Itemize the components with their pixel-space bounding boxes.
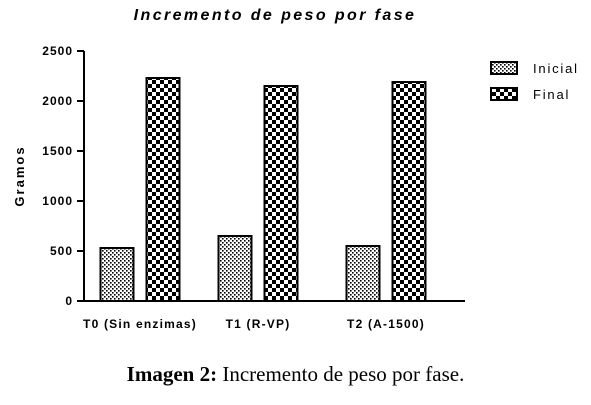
bar-final <box>391 81 427 302</box>
bar-final <box>145 77 181 302</box>
y-axis-label: Gramos <box>12 145 27 206</box>
bars <box>99 77 427 302</box>
x-category-label: T2 (A-1500) <box>347 317 425 331</box>
bar-inicial <box>99 247 135 302</box>
legend: Inicial Final <box>490 61 579 102</box>
bar-inicial <box>217 235 253 302</box>
bar-chart: Incremento de peso por fase Gramos 0 500 1… <box>12 7 579 331</box>
x-axis-categories: T0 (Sin enzimas) T1 (R-VP) T2 (A-1500) <box>83 317 425 331</box>
y-tick-label: 500 <box>50 244 73 258</box>
bar-final <box>263 85 299 302</box>
caption-label: Imagen 2: <box>126 362 218 386</box>
y-axis-ticks: 0 500 1000 1500 2000 2500 <box>42 44 84 308</box>
figure-caption: Imagen 2: Incremento de peso por fase. <box>0 362 591 387</box>
x-category-label: T1 (R-VP) <box>226 317 291 331</box>
x-category-label: T0 (Sin enzimas) <box>83 317 197 331</box>
legend-swatch <box>490 87 518 101</box>
y-tick-label: 2500 <box>42 44 73 58</box>
chart-title: Incremento de peso por fase <box>134 7 417 24</box>
legend-label: Inicial <box>533 61 579 76</box>
bar-inicial <box>345 245 381 302</box>
y-tick-label: 1500 <box>42 144 73 158</box>
y-tick-label: 2000 <box>42 94 73 108</box>
legend-label: Final <box>533 87 570 102</box>
legend-swatch <box>490 61 518 75</box>
caption-text: Incremento de peso por fase. <box>217 362 465 386</box>
y-tick-label: 0 <box>65 294 73 308</box>
y-tick-label: 1000 <box>42 194 73 208</box>
